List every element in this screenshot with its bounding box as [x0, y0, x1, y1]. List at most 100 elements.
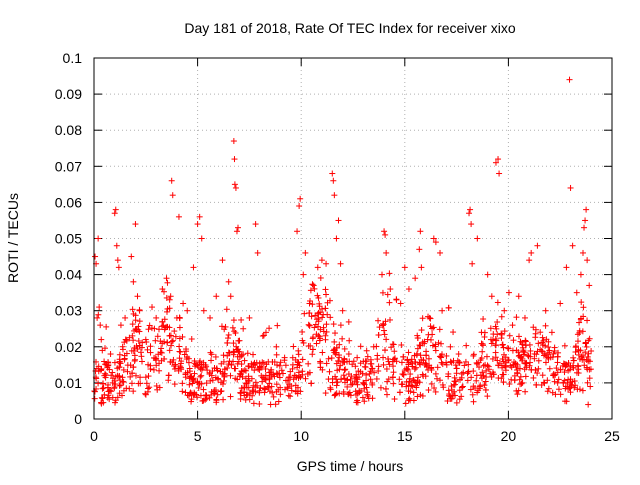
data-point: [164, 339, 171, 346]
data-point: [349, 380, 356, 387]
data-point: [236, 373, 243, 380]
data-point: [137, 380, 144, 387]
data-point: [335, 352, 342, 359]
data-point: [315, 315, 322, 322]
data-point: [325, 355, 332, 362]
data-point: [390, 369, 397, 376]
data-point: [294, 364, 301, 371]
data-point: [337, 322, 344, 329]
data-point: [284, 385, 291, 392]
data-point: [231, 365, 238, 372]
data-point: [169, 192, 176, 199]
data-point: [266, 325, 273, 332]
data-point: [161, 355, 168, 362]
data-point: [242, 396, 249, 403]
data-point: [393, 296, 400, 303]
data-point: [582, 349, 589, 356]
data-point: [218, 379, 225, 386]
data-point: [423, 352, 430, 359]
data-point: [300, 271, 307, 278]
y-tick-label: 0.03: [55, 303, 82, 319]
data-point: [130, 337, 137, 344]
data-point: [231, 181, 238, 188]
data-point: [418, 327, 425, 334]
data-point: [224, 335, 231, 342]
data-point: [474, 360, 481, 367]
data-point: [479, 348, 486, 355]
data-point: [506, 381, 513, 388]
data-point: [458, 393, 465, 400]
data-point: [461, 362, 468, 369]
data-point: [241, 357, 248, 364]
data-point: [575, 370, 582, 377]
data-point: [290, 343, 297, 350]
data-point: [462, 358, 469, 365]
data-point: [363, 347, 370, 354]
data-point: [322, 305, 329, 312]
data-point: [145, 326, 152, 333]
data-point: [297, 195, 304, 202]
data-point: [570, 357, 577, 364]
data-point: [251, 359, 258, 366]
data-point: [449, 392, 456, 399]
data-point: [341, 359, 348, 366]
data-point: [368, 360, 375, 367]
data-point: [130, 364, 137, 371]
data-point: [344, 377, 351, 384]
data-point: [566, 366, 573, 373]
data-point: [416, 342, 423, 349]
data-point: [178, 366, 185, 373]
data-point: [389, 374, 396, 381]
data-point: [332, 391, 339, 398]
data-point: [403, 365, 410, 372]
data-point: [331, 338, 338, 345]
data-point: [217, 388, 224, 395]
data-point: [227, 393, 234, 400]
data-point: [485, 363, 492, 370]
data-point: [278, 367, 285, 374]
data-point: [227, 372, 234, 379]
data-point: [566, 384, 573, 391]
data-point: [294, 228, 301, 235]
data-point: [445, 387, 452, 394]
data-point: [183, 348, 190, 355]
data-point: [202, 362, 209, 369]
data-point: [473, 372, 480, 379]
data-point: [340, 372, 347, 379]
data-point: [131, 357, 138, 364]
data-point: [557, 300, 564, 307]
data-point: [184, 354, 191, 361]
data-point: [341, 367, 348, 374]
data-point: [574, 386, 581, 393]
data-point: [422, 360, 429, 367]
data-point: [495, 362, 502, 369]
plot-frame: [93, 57, 613, 420]
data-point: [539, 372, 546, 379]
data-point: [447, 358, 454, 365]
data-point: [579, 328, 586, 335]
data-point: [400, 371, 407, 378]
data-point: [195, 384, 202, 391]
data-point: [151, 325, 158, 332]
data-point: [545, 354, 552, 361]
data-point: [399, 381, 406, 388]
data-point: [447, 343, 454, 350]
data-point: [408, 382, 415, 389]
data-point: [572, 348, 579, 355]
data-point: [403, 383, 410, 390]
data-point: [515, 333, 522, 340]
data-point: [549, 389, 556, 396]
data-point: [221, 366, 228, 373]
data-point: [263, 361, 270, 368]
data-point: [270, 393, 277, 400]
data-point: [262, 365, 269, 372]
data-point: [428, 380, 435, 387]
data-point: [252, 221, 259, 228]
data-point: [203, 392, 210, 399]
data-point: [513, 314, 520, 321]
data-point: [370, 343, 377, 350]
data-point: [520, 347, 527, 354]
data-point: [385, 355, 392, 362]
data-point: [156, 367, 163, 374]
data-point: [168, 177, 175, 184]
